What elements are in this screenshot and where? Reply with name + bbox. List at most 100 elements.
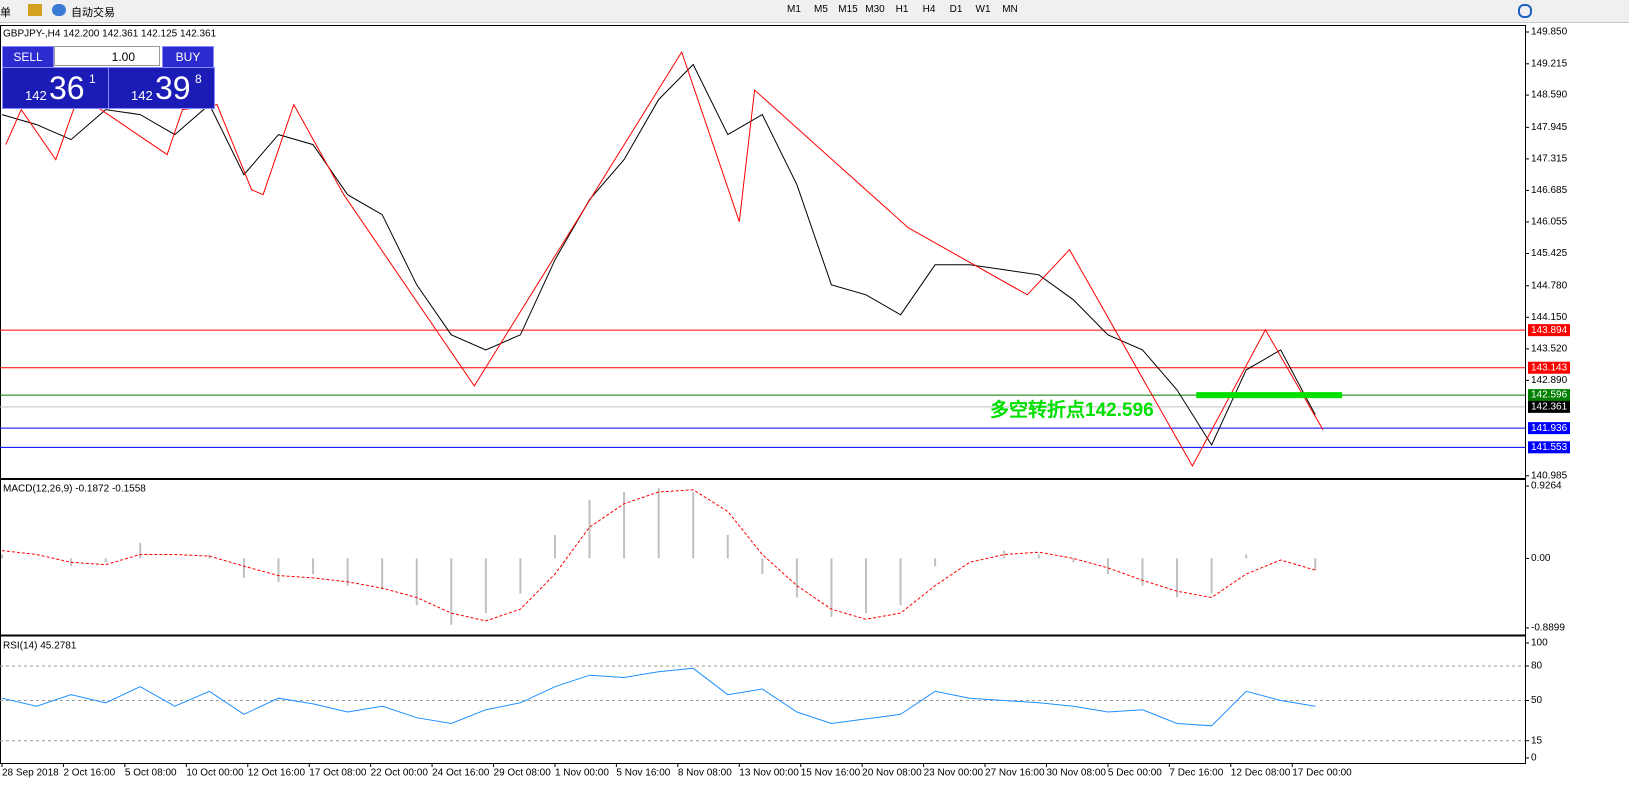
macd-bar	[1176, 558, 1179, 598]
macd-bar	[865, 558, 867, 614]
zigzag	[5, 50, 1324, 468]
level-label: 143.143	[1531, 362, 1568, 373]
macd-bar	[1314, 558, 1317, 571]
macd-bar	[415, 558, 418, 606]
toolbar: 单 自动交易 M1 M5 M15 M30 H1 H4 D1 W1 MN	[0, 0, 1629, 23]
macd-bar	[519, 558, 522, 594]
x-tick-label: 24 Oct 16:00	[432, 768, 490, 779]
macd-bar	[346, 558, 349, 586]
timeframe-button[interactable]: M30	[865, 4, 885, 15]
timeframe-button[interactable]: MN	[1002, 4, 1018, 15]
x-tick-label: 17 Oct 08:00	[309, 768, 367, 779]
y-tick-label: 0	[1531, 753, 1537, 764]
x-tick-label: 13 Nov 00:00	[739, 768, 799, 779]
x-tick-label: 28 Sep 2018	[2, 768, 59, 779]
timeframe-button[interactable]: M5	[814, 4, 828, 15]
x-tick-label: 12 Dec 08:00	[1231, 768, 1291, 779]
bid-big: 142	[25, 88, 47, 103]
macd-bar	[899, 558, 902, 606]
y-tick-label: 147.315	[1531, 154, 1568, 165]
y-tick-label: 149.215	[1531, 58, 1568, 69]
macd-bar	[1, 554, 3, 559]
macd-bar	[242, 558, 245, 578]
chart: GBPJPY-,H4 142.200 142.361 142.125 142.3…	[0, 25, 1570, 779]
x-tick-label: 8 Nov 08:00	[678, 768, 732, 779]
timeframe-button[interactable]: M15	[838, 4, 858, 15]
level-label-bg	[1528, 441, 1570, 454]
macd-bar	[1141, 558, 1144, 586]
macd-bar	[623, 492, 626, 559]
y-tick-label: 15	[1531, 735, 1543, 746]
x-tick-label: 29 Oct 08:00	[494, 768, 552, 779]
y-tick-label: 144.780	[1531, 280, 1568, 291]
macd-bar	[553, 534, 556, 559]
y-tick-label: -0.8899	[1531, 623, 1565, 634]
panel-title: MACD(12,26,9) -0.1872 -0.1558	[3, 484, 146, 495]
ask-quote[interactable]: 142 39 8	[108, 67, 215, 109]
macd-bar	[1245, 554, 1248, 559]
level-label: 141.553	[1531, 442, 1568, 453]
rsi-line	[1, 667, 1316, 727]
level-label-bg	[1528, 400, 1570, 413]
timeframe-button[interactable]: H1	[895, 4, 909, 15]
ask-main: 39	[155, 70, 191, 106]
y-tick-label: 100	[1531, 638, 1548, 649]
timeframe-button[interactable]: H4	[922, 4, 936, 15]
buy-button[interactable]: BUY	[162, 46, 214, 68]
y-tick-label: 147.945	[1531, 122, 1568, 133]
macd-bar	[1210, 558, 1213, 594]
macd-bar	[588, 499, 591, 559]
icon[interactable]	[28, 4, 42, 16]
y-tick-label: 142.890	[1531, 375, 1568, 386]
menu-fragment[interactable]: 单	[0, 7, 11, 19]
level-label: 142.596	[1531, 390, 1568, 401]
timeframe-button[interactable]: D1	[949, 4, 963, 15]
y-tick-label: 149.850	[1531, 27, 1568, 38]
macd-bar	[934, 558, 937, 567]
panel-title: GBPJPY-,H4 142.200 142.361 142.125 142.3…	[3, 29, 217, 40]
lots-input[interactable]: 1.00	[54, 46, 160, 66]
macd-bar	[1003, 550, 1006, 559]
price-line	[1, 63, 1316, 447]
x-tick-label: 30 Nov 08:00	[1046, 768, 1106, 779]
macd-bar	[484, 558, 487, 614]
sell-button[interactable]: SELL	[2, 46, 54, 68]
macd-bar	[795, 558, 798, 598]
trade-panel: SELL 1.00 BUY 142 36 1 142 39 8	[0, 44, 215, 109]
x-tick-label: 27 Nov 16:00	[985, 768, 1045, 779]
ask-big: 142	[131, 88, 153, 103]
timeframe-button[interactable]: M1	[787, 4, 801, 15]
macd-bar	[277, 558, 280, 582]
x-tick-label: 15 Nov 16:00	[801, 768, 861, 779]
level-label-bg	[1528, 389, 1570, 402]
icon[interactable]	[52, 4, 66, 16]
x-tick-label: 7 Dec 16:00	[1169, 768, 1223, 779]
search-icon[interactable]	[1518, 4, 1532, 18]
macd-bar	[1106, 558, 1109, 575]
y-tick-label: 144.150	[1531, 312, 1568, 323]
level-label: 141.936	[1531, 423, 1568, 434]
level-label: 142.361	[1531, 402, 1568, 413]
y-tick-label: 140.985	[1531, 470, 1568, 481]
macd-bar	[312, 558, 315, 575]
timeframe-button[interactable]: W1	[975, 4, 991, 15]
macd-bar	[761, 558, 764, 575]
macd-bar	[830, 558, 833, 617]
y-tick-label: 145.425	[1531, 248, 1568, 259]
chart-frame	[0, 25, 1526, 764]
x-tick-label: 17 Dec 00:00	[1292, 768, 1352, 779]
macd-bar	[1072, 558, 1075, 563]
y-tick-label: 0.9264	[1531, 481, 1562, 492]
level-label: 143.894	[1531, 325, 1568, 336]
auto-trading-button[interactable]: 自动交易	[71, 7, 115, 19]
level-label-bg	[1528, 361, 1570, 374]
x-tick-label: 5 Oct 08:00	[125, 768, 177, 779]
bid-quote[interactable]: 142 36 1	[2, 67, 109, 109]
x-tick-label: 2 Oct 16:00	[63, 768, 115, 779]
level-label-bg	[1528, 324, 1570, 337]
x-tick-label: 5 Dec 00:00	[1108, 768, 1162, 779]
macd-bar	[139, 542, 142, 559]
y-tick-label: 50	[1531, 695, 1543, 706]
bid-main: 36	[49, 70, 85, 106]
